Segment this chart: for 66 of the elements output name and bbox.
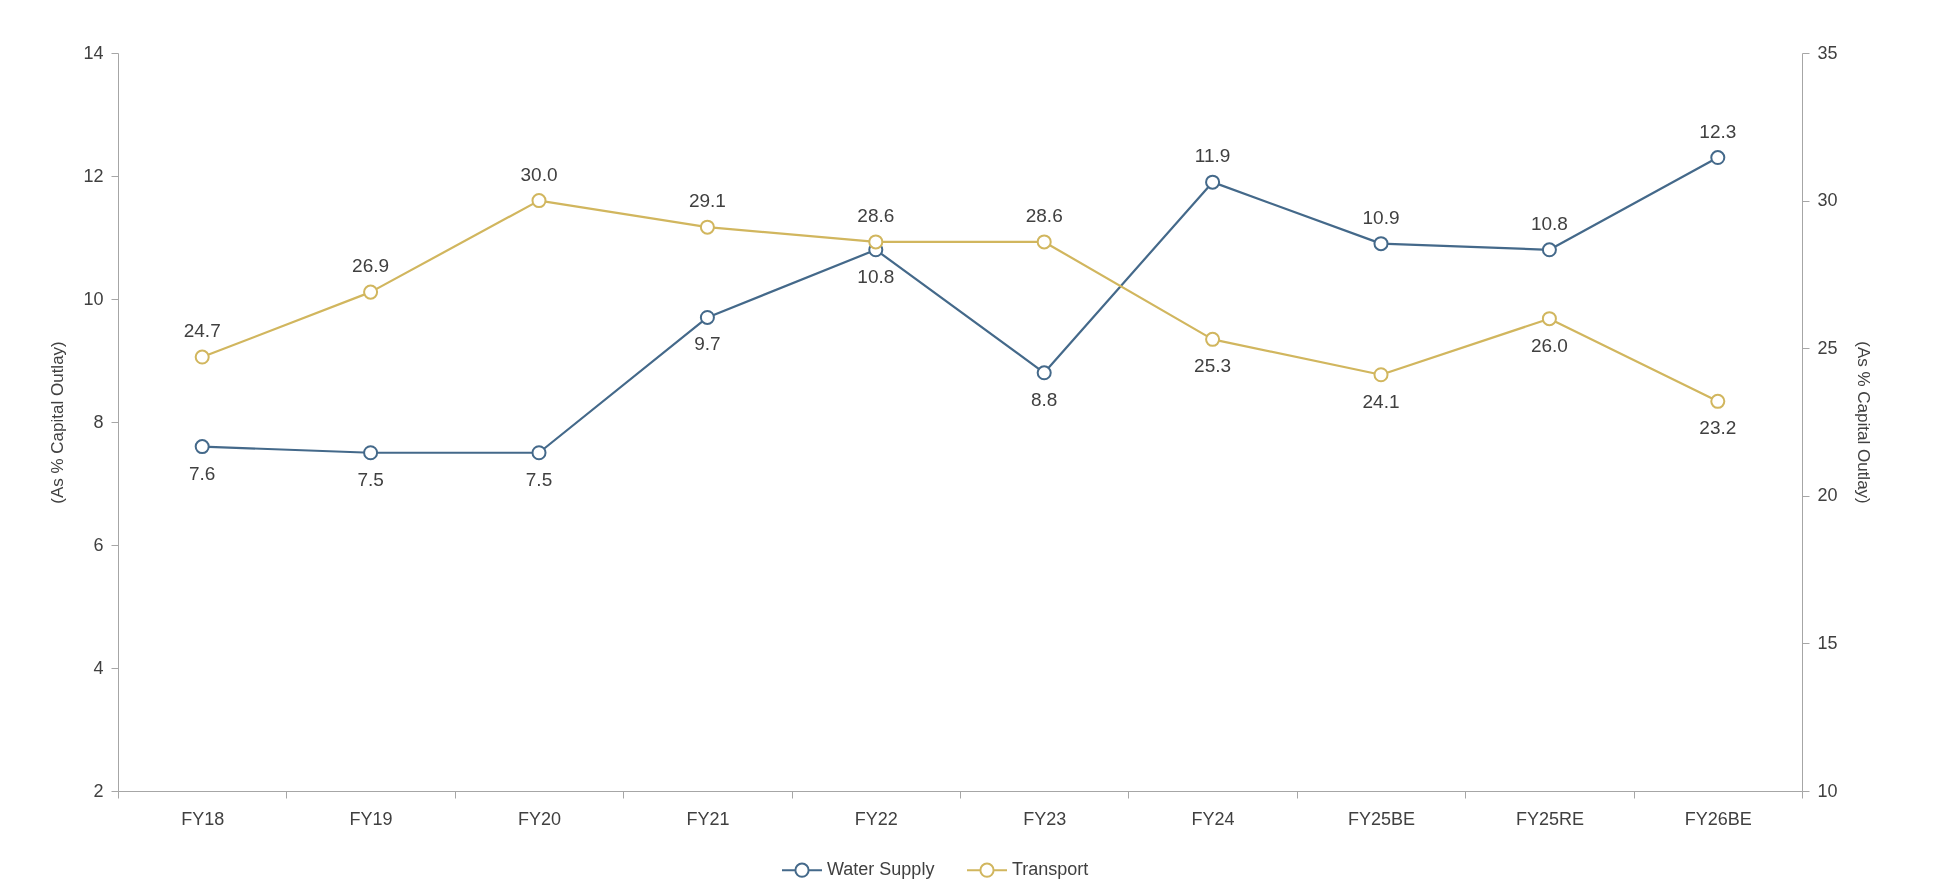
data-label: 8.8 [1030,388,1058,410]
data-label: 7.5 [525,468,553,490]
x-tick-label: FY26BE [1684,808,1752,829]
data-label: 11.9 [1194,145,1231,167]
y-tick-label: 6 [93,534,104,555]
data-label: 12.3 [1699,120,1737,142]
x-tick-label: FY18 [181,808,225,829]
x-tick-label: FY24 [1191,808,1235,829]
point [1373,367,1389,383]
data-label: 7.6 [188,462,216,484]
x-tick-label: FY20 [517,808,562,829]
x-tick-label: FY25RE [1515,808,1584,829]
y-tick-label: 12 [83,165,104,186]
data-label: 7.5 [357,468,384,490]
point [1373,236,1389,252]
data-label: 26.0 [1530,334,1568,356]
data-label: 10.9 [1362,206,1400,228]
y-tick-label: 8 [93,411,104,432]
y-axis-title: (As % Capital Outlay) [48,341,68,504]
data-label: 28.6 [1025,204,1063,226]
data-label: 23.2 [1699,417,1737,439]
x-tick-label: FY21 [686,808,730,829]
legend-label: Water Supply [827,859,935,880]
data-label: 28.6 [857,204,895,226]
data-label: 29.1 [688,190,726,212]
point [194,349,210,365]
data-label: 10.8 [857,265,895,287]
y2-tick-label: 35 [1817,42,1838,63]
y2-tick-label: 15 [1817,632,1838,653]
point [363,284,379,300]
point [194,439,210,455]
x-tick-label: FY25BE [1347,808,1416,829]
y-tick-label: 2 [93,780,104,801]
point [1710,150,1726,166]
point [868,234,884,250]
y2-tick-label: 10 [1817,780,1838,801]
point [1036,365,1052,381]
point [1541,311,1557,327]
point [1541,242,1557,258]
data-label: 30.0 [520,163,558,185]
data-label: 10.8 [1530,212,1568,234]
y-tick-label: 4 [93,657,104,678]
point [531,445,547,461]
point [531,193,547,209]
data-label: 24.1 [1362,390,1400,412]
point [1205,174,1221,190]
point [1710,393,1726,409]
data-label: 9.7 [694,333,721,355]
data-label: 24.7 [183,320,221,342]
y2-tick-label: 25 [1817,337,1838,358]
legend-label: Transport [1012,859,1089,880]
data-label: 26.9 [352,255,390,277]
x-tick-label: FY23 [1023,808,1067,829]
y2-tick-label: 20 [1817,485,1838,506]
point [1205,331,1221,347]
y-tick-label: 14 [83,42,104,63]
point [1036,234,1052,250]
point [363,445,379,461]
y2-tick-label: 30 [1817,190,1838,211]
point [699,219,715,235]
y-tick-label: 10 [83,288,104,309]
x-tick-label: FY19 [349,808,393,829]
point [699,309,715,325]
data-label: 25.3 [1194,355,1232,377]
y2-axis-title: (As % Capital Outlay) [1853,341,1873,504]
x-tick-label: FY22 [854,808,898,829]
